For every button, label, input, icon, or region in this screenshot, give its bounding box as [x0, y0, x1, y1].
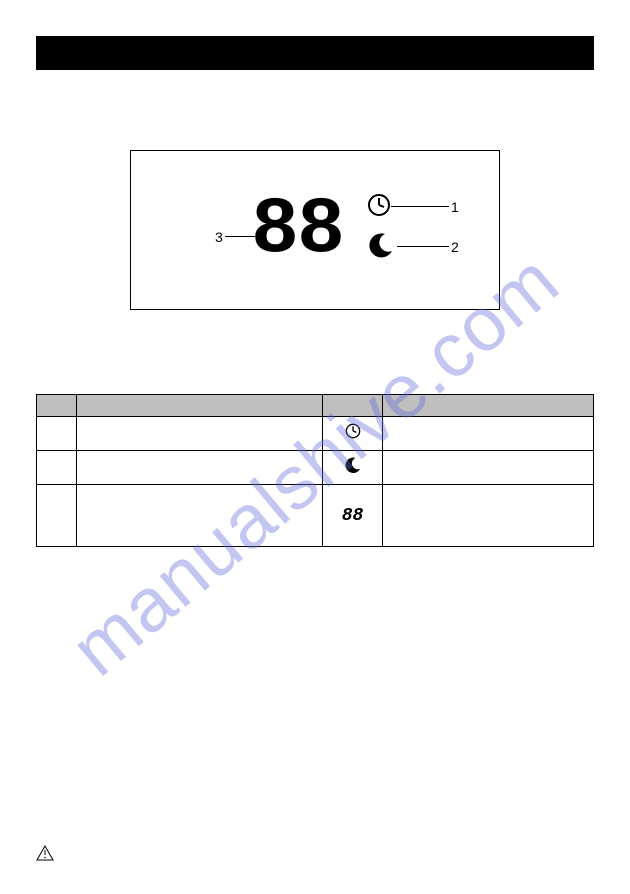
cell-name	[77, 485, 323, 547]
cell-desc	[383, 417, 594, 451]
header-black-bar	[36, 36, 594, 70]
callout-line	[397, 246, 449, 247]
cell-symbol	[323, 451, 383, 485]
warning-icon	[36, 845, 54, 866]
callout-line	[225, 236, 255, 237]
table-row	[37, 451, 594, 485]
col-symbol	[323, 395, 383, 417]
callout-3: 3	[215, 229, 223, 245]
cell-name	[77, 417, 323, 451]
cell-name	[77, 451, 323, 485]
table-header-row	[37, 395, 594, 417]
col-desc	[383, 395, 594, 417]
moon-icon	[344, 456, 362, 479]
cell-num	[37, 451, 77, 485]
cell-num	[37, 485, 77, 547]
clock-icon	[367, 193, 391, 222]
seven-segment-icon: 88	[342, 506, 364, 526]
cell-symbol	[323, 417, 383, 451]
col-name	[77, 395, 323, 417]
cell-num	[37, 417, 77, 451]
callout-1: 1	[451, 199, 459, 215]
callout-2: 2	[451, 239, 459, 255]
seven-segment-display: 88	[251, 191, 343, 271]
table-row: 88	[37, 485, 594, 547]
display-panel: 88 3 1 2	[130, 150, 500, 310]
symbol-table: 88	[36, 394, 594, 547]
clock-icon	[345, 423, 361, 444]
moon-icon	[367, 231, 395, 264]
cell-desc	[383, 485, 594, 547]
cell-symbol: 88	[323, 485, 383, 547]
col-num	[37, 395, 77, 417]
cell-desc	[383, 451, 594, 485]
table-row	[37, 417, 594, 451]
callout-line	[391, 206, 449, 207]
